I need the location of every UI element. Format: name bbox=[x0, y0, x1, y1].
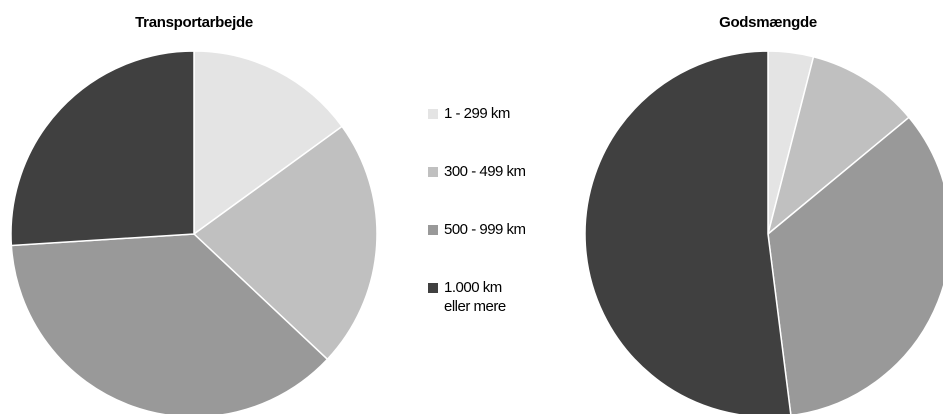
pie-slice bbox=[193, 50, 344, 236]
legend-label: 1.000 km eller mere bbox=[444, 279, 506, 315]
legend-label: 300 - 499 km bbox=[444, 163, 526, 180]
legend-swatch bbox=[428, 167, 438, 177]
legend-swatch bbox=[428, 109, 438, 119]
pie-slice bbox=[584, 50, 792, 414]
legend-swatch bbox=[428, 225, 438, 235]
legend-item: 1 - 299 km bbox=[428, 104, 526, 162]
chart-title: Transportarbejde bbox=[135, 14, 253, 31]
legend-label: 1 - 299 km bbox=[444, 105, 510, 122]
legend-item: 300 - 499 km bbox=[428, 162, 526, 220]
pie-slice bbox=[192, 125, 378, 361]
chart-title: Godsmængde bbox=[719, 14, 817, 31]
legend: 1 - 299 km 300 - 499 km 500 - 999 km 1.000 … bbox=[428, 104, 526, 336]
pie-slice bbox=[10, 233, 329, 414]
legend-item: 500 - 999 km bbox=[428, 220, 526, 278]
pie-slice bbox=[767, 116, 943, 414]
legend-item: 1.000 km eller mere bbox=[428, 278, 526, 336]
legend-label: 500 - 999 km bbox=[444, 221, 526, 238]
pie-slice bbox=[766, 55, 911, 237]
legend-swatch bbox=[428, 283, 438, 293]
pie-slice bbox=[10, 50, 195, 247]
